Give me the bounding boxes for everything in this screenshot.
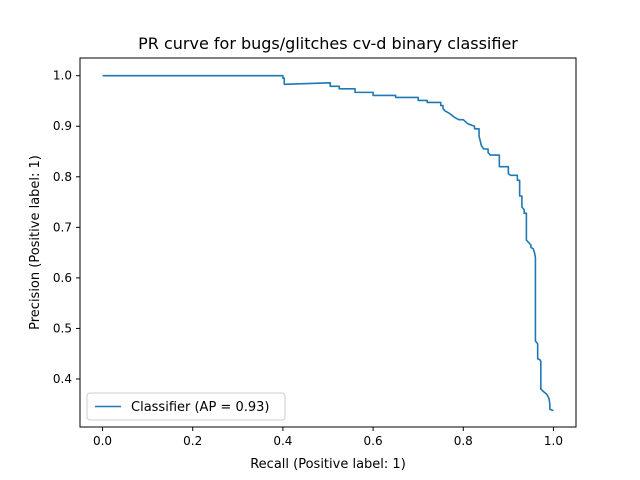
x-axis-label: Recall (Positive label: 1): [250, 457, 406, 472]
x-tick-label: 1.0: [544, 434, 563, 448]
plot-area: [102, 74, 554, 412]
x-axis: 0.0 0.2 0.4 0.6 0.8 1.0: [93, 427, 563, 448]
x-tick-label: 0.6: [364, 434, 383, 448]
x-tick-label: 0.0: [93, 434, 112, 448]
legend: Classifier (AP = 0.93): [86, 392, 286, 421]
y-tick-label: 0.8: [53, 170, 72, 184]
axes-frame: [79, 57, 577, 428]
y-axis-label: Precision (Positive label: 1): [28, 155, 43, 330]
legend-box: [86, 392, 286, 421]
y-tick-label: 0.7: [53, 220, 72, 234]
y-tick-label: 0.4: [53, 372, 72, 386]
x-tick-label: 0.8: [454, 434, 473, 448]
pr-curve-line-0: [102, 74, 554, 412]
x-tick-label: 0.2: [183, 434, 202, 448]
chart-title: PR curve for bugs/glitches cv-d binary c…: [138, 34, 518, 53]
legend-label: Classifier (AP = 0.93): [131, 400, 269, 415]
y-tick-label: 0.5: [53, 321, 72, 335]
x-tick-label: 0.4: [273, 434, 292, 448]
y-axis: 0.4 0.5 0.6 0.7 0.8 0.9 1.0: [53, 69, 80, 386]
y-tick-label: 1.0: [53, 69, 72, 83]
y-tick-label: 0.6: [53, 271, 72, 285]
y-tick-label: 0.9: [53, 119, 72, 133]
